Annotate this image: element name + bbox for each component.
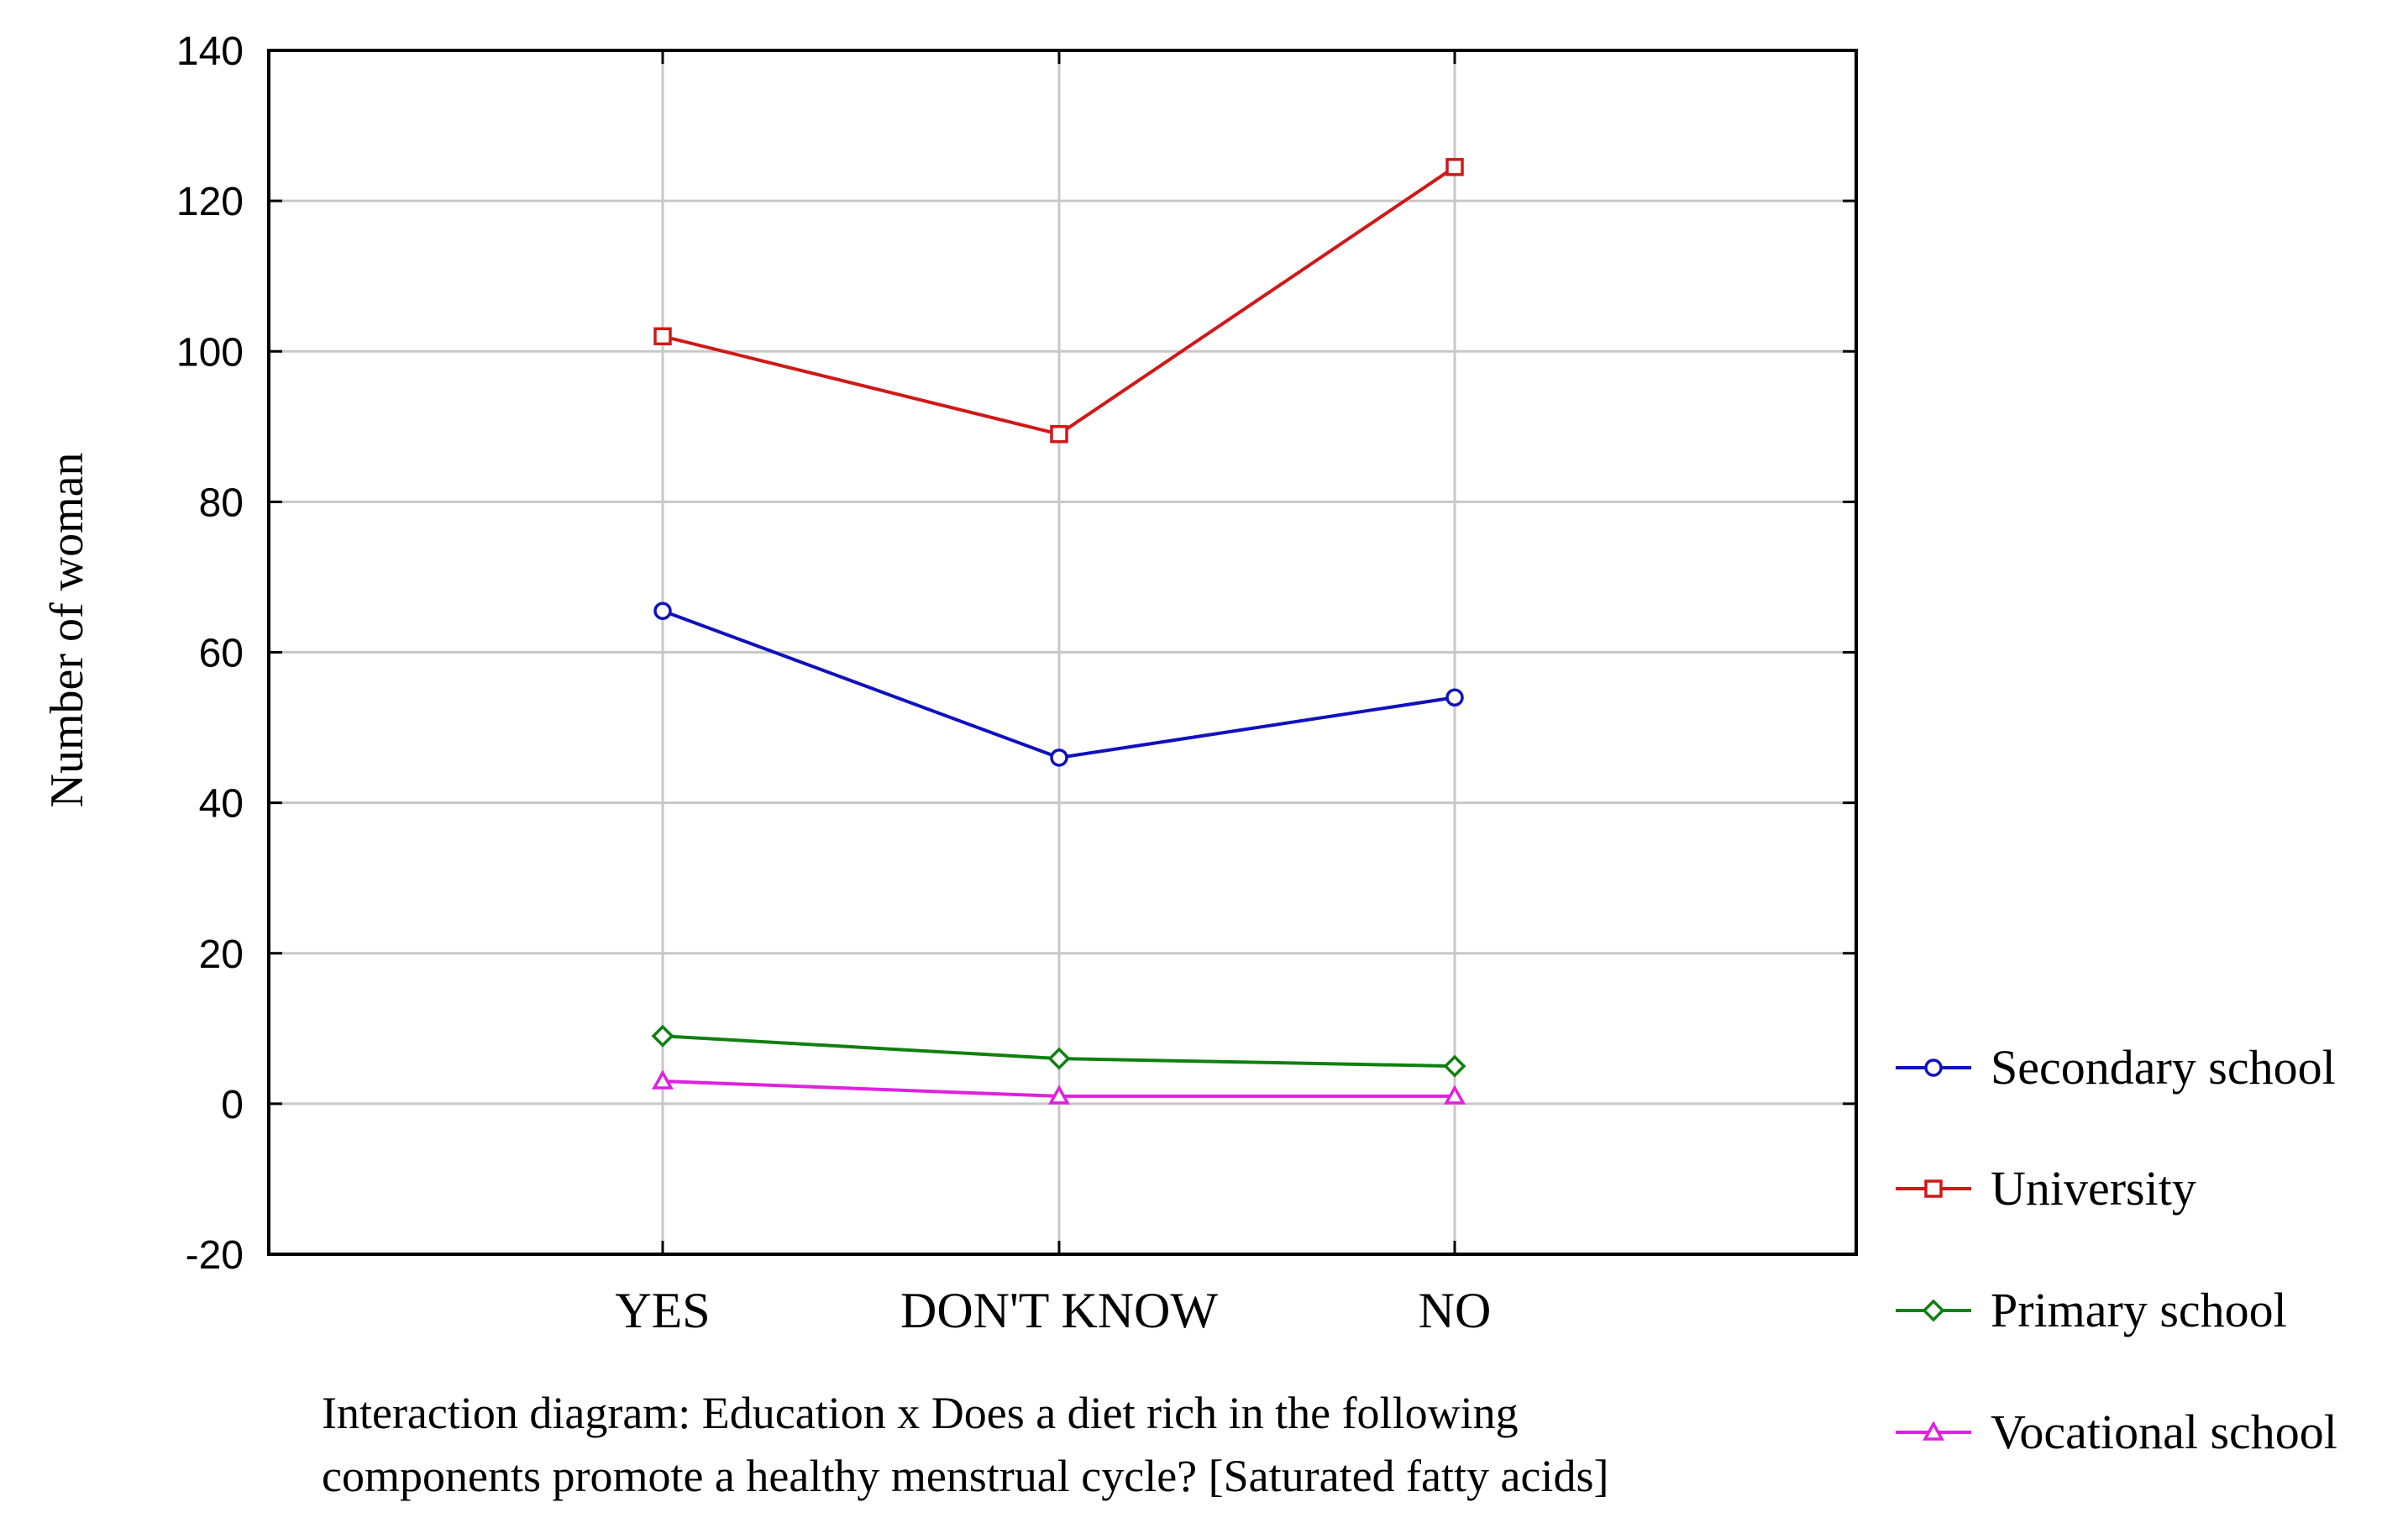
y-tick-label: 40 [199, 782, 244, 827]
legend-marker [1924, 1058, 1943, 1077]
y-tick-label: -20 [186, 1233, 244, 1278]
y-axis-ticks: -20 0 20 40 60 80 100 120 140 [176, 29, 1856, 1278]
data-point [652, 1069, 674, 1090]
caption-line-1: Interaction diagram: Education x Does a … [322, 1388, 1519, 1438]
y-tick-label: 0 [221, 1083, 244, 1127]
caption-line-2: components promote a healthy menstrual c… [322, 1451, 1608, 1501]
x-category-label: NO [1419, 1283, 1492, 1338]
data-point [1050, 748, 1068, 767]
legend-label: Vocational school [1991, 1405, 2337, 1459]
data-point [1445, 158, 1464, 176]
series-primary-school [651, 1024, 1466, 1078]
data-point [1444, 1085, 1466, 1105]
y-tick-label: 60 [199, 632, 244, 676]
legend-label: Primary school [1991, 1283, 2287, 1337]
legend-item: University [1896, 1161, 2196, 1216]
data-point [1047, 1047, 1071, 1070]
legend: Secondary school University Primary school… [1896, 1040, 2337, 1459]
data-point [1048, 1085, 1070, 1105]
legend-marker [1922, 1299, 1945, 1322]
y-tick-label: 20 [199, 932, 244, 977]
legend-marker [1923, 1421, 1944, 1441]
data-point [1443, 1054, 1466, 1078]
series-layer [651, 158, 1466, 1105]
legend-item: Primary school [1896, 1283, 2287, 1337]
y-tick-label: 100 [176, 330, 244, 375]
y-axis-title: Number of woman [41, 452, 93, 807]
legend-item: Secondary school [1896, 1040, 2336, 1095]
x-category-label: DON'T KNOW [900, 1283, 1218, 1338]
legend-label: Secondary school [1991, 1040, 2336, 1095]
y-tick-label: 120 [176, 180, 244, 224]
y-tick-label: 140 [176, 29, 244, 74]
legend-marker [1924, 1179, 1943, 1198]
series-vocational-school [652, 1069, 1466, 1105]
series-secondary-school [653, 601, 1464, 767]
series-university [653, 158, 1464, 444]
legend-item: Vocational school [1896, 1405, 2337, 1459]
data-point [653, 327, 672, 346]
data-point [1445, 688, 1464, 706]
x-axis-categories: YES DON'T KNOW NO [615, 1283, 1491, 1338]
data-point [1050, 425, 1068, 444]
x-category-label: YES [615, 1283, 710, 1338]
legend-label: University [1991, 1161, 2196, 1216]
caption: Interaction diagram: Education x Does a … [322, 1388, 1608, 1501]
grid-lines [269, 49, 1856, 1256]
data-point [653, 601, 672, 620]
data-point [651, 1024, 674, 1048]
y-tick-label: 80 [199, 481, 244, 525]
